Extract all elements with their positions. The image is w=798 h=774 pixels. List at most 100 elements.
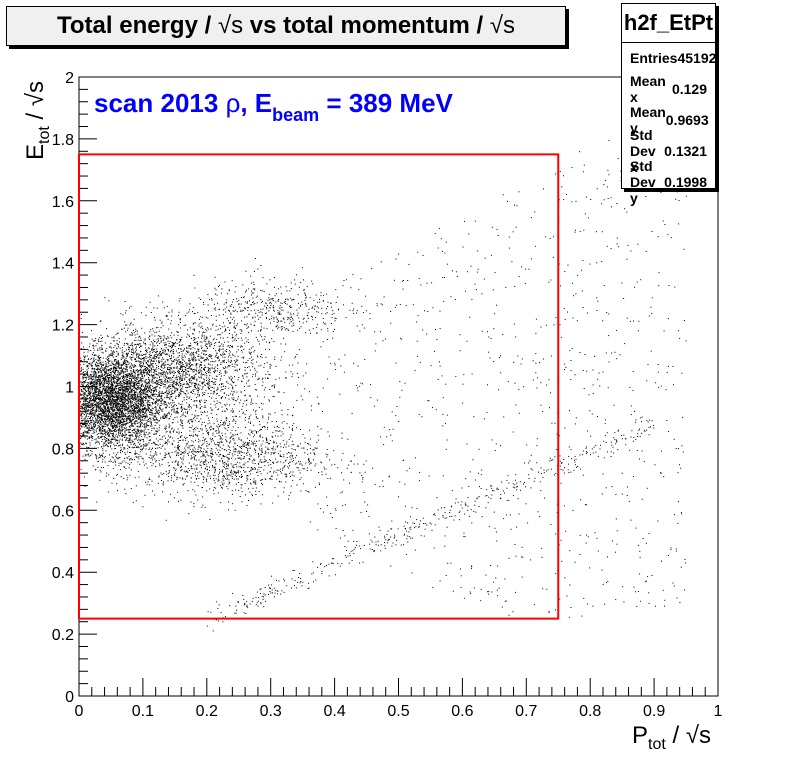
- scatter-point: [277, 391, 279, 393]
- scatter-point: [168, 423, 170, 425]
- scatter-point: [156, 428, 158, 430]
- scatter-point: [98, 337, 100, 339]
- scatter-point: [85, 386, 87, 388]
- scatter-point: [182, 427, 184, 429]
- scatter-point: [133, 405, 135, 407]
- scatter-point: [116, 427, 118, 429]
- scatter-point: [114, 373, 116, 375]
- scatter-point: [150, 425, 152, 427]
- scatter-point: [88, 436, 90, 438]
- scatter-point: [118, 338, 120, 340]
- scatter-point: [116, 332, 118, 334]
- scatter-point: [102, 433, 104, 435]
- scatter-point: [93, 399, 94, 401]
- scatter-point: [125, 367, 127, 369]
- scatter-point: [109, 419, 111, 421]
- scatter-point: [101, 454, 102, 456]
- scatter-point: [131, 404, 133, 406]
- scatter-point: [92, 384, 94, 386]
- scatter-point: [100, 371, 102, 373]
- scatter-point: [122, 405, 124, 407]
- scatter-point: [108, 392, 110, 394]
- scatter-point: [101, 467, 102, 469]
- scatter-point: [135, 416, 137, 418]
- scatter-point: [97, 405, 99, 407]
- scatter-point: [112, 436, 114, 438]
- scatter-point: [107, 375, 108, 377]
- scatter-point: [143, 423, 145, 425]
- scatter-point: [131, 389, 133, 391]
- scatter-point: [109, 436, 111, 438]
- scatter-point: [124, 425, 126, 427]
- scatter-point: [265, 341, 267, 343]
- scatter-point: [144, 387, 146, 389]
- scatter-point: [151, 369, 153, 371]
- scatter-point: [175, 362, 177, 364]
- scatter-point: [165, 354, 167, 356]
- scatter-point: [101, 429, 103, 431]
- scatter-point: [82, 392, 84, 394]
- scatter-point: [126, 324, 128, 326]
- scatter-point: [135, 404, 137, 406]
- scatter-point: [84, 374, 86, 376]
- scatter-point: [83, 422, 85, 424]
- scatter-point: [149, 417, 151, 419]
- scatter-point: [171, 346, 173, 348]
- scatter-point: [128, 407, 130, 409]
- scatter-point: [147, 364, 149, 366]
- scatter-point: [112, 375, 114, 377]
- scatter-point: [121, 422, 123, 424]
- scatter-point: [86, 438, 88, 440]
- scatter-point: [108, 377, 109, 379]
- scatter-point: [161, 384, 163, 386]
- scatter-point: [106, 394, 108, 396]
- scatter-point: [130, 443, 132, 445]
- scatter-point: [154, 419, 156, 421]
- scatter-point: [145, 411, 147, 413]
- scatter-point: [120, 434, 122, 436]
- scatter-point: [84, 388, 86, 390]
- scatter-point: [117, 371, 119, 373]
- scatter-point: [108, 380, 110, 382]
- scatter-point: [119, 393, 121, 395]
- scatter-point: [171, 406, 173, 408]
- scatter-point: [151, 414, 153, 416]
- scatter-point: [115, 390, 117, 392]
- scatter-point: [106, 445, 108, 447]
- scatter-point: [113, 360, 115, 362]
- scatter-point: [116, 406, 118, 408]
- scatter-point: [142, 385, 144, 387]
- scatter-point: [217, 356, 219, 358]
- scatter-point: [88, 438, 90, 439]
- scatter-point: [155, 353, 157, 355]
- scatter-point: [123, 434, 125, 436]
- scatter-point: [173, 353, 175, 355]
- scatter-point: [114, 427, 116, 429]
- scatter-point: [99, 376, 101, 378]
- scatter-point: [105, 413, 107, 415]
- scatter-point: [103, 411, 105, 413]
- scatter-point: [234, 327, 236, 329]
- scatter-point: [86, 404, 88, 406]
- scatter-point: [83, 414, 85, 415]
- scatter-point: [105, 399, 107, 401]
- scatter-point: [164, 428, 166, 430]
- scatter-point: [120, 426, 122, 428]
- scatter-point: [272, 395, 274, 397]
- scatter-point: [98, 370, 100, 372]
- scatter-point: [99, 408, 101, 410]
- scatter-point: [208, 396, 210, 398]
- scatter-point: [86, 406, 88, 408]
- scatter-point: [141, 402, 143, 404]
- scatter-point: [127, 411, 129, 413]
- scatter-point: [106, 404, 108, 406]
- scatter-point: [130, 400, 132, 402]
- scatter-point: [151, 394, 153, 396]
- scatter-point: [189, 406, 191, 407]
- scatter-point: [161, 321, 163, 323]
- scatter-point: [122, 433, 124, 435]
- scatter-point: [146, 402, 148, 404]
- scatter-point: [172, 370, 174, 372]
- scatter-point: [123, 387, 125, 389]
- scatter-point: [123, 403, 125, 405]
